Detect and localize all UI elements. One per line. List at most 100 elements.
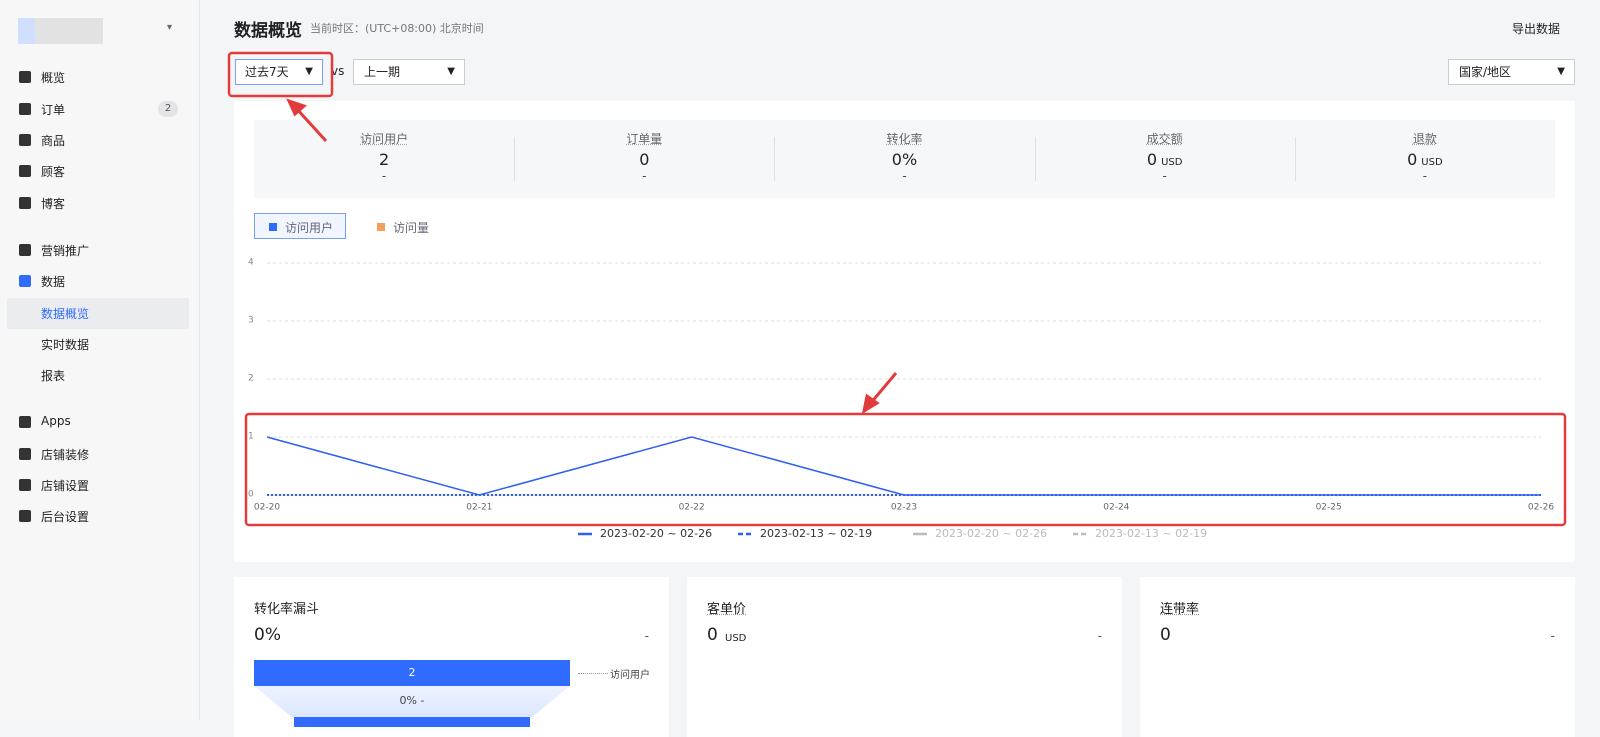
store-logo[interactable]	[18, 18, 103, 44]
metric-divider	[1294, 137, 1296, 181]
menu-item[interactable]: 报表	[41, 369, 66, 383]
metric-name: 成交额	[1146, 132, 1183, 146]
menu-icon	[19, 197, 31, 209]
compare-text: 上一期	[364, 65, 401, 79]
menu-active-bg	[7, 298, 189, 329]
metric: 访问用户 2-	[254, 120, 514, 183]
funnel-rate: 0% -	[399, 694, 425, 707]
metric-number: 2	[379, 150, 390, 169]
tab-label: 访问量	[393, 221, 430, 235]
page: ▾ 概览订单 2 商品顾客博客营销推广数据数据概览实时数据报表 Apps 店铺装修店铺设…	[7, 0, 1575, 737]
menu-icon	[19, 510, 31, 522]
region-select[interactable]: 国家/地区 ▼	[1448, 59, 1575, 85]
legend-label: 2023-02-20 ~ 02-26	[935, 527, 1047, 540]
metric-value: 2	[254, 150, 514, 169]
funnel-connector	[578, 673, 608, 674]
metric-name: 转化率	[886, 132, 923, 146]
metric-change: -	[902, 169, 907, 183]
trend-chart: 0 1 2 3 4 02-20 02-21 02-22 02-23 02-24 02-25 02-26…	[248, 258, 1554, 541]
menu-item[interactable]: 数据	[41, 275, 66, 289]
compare-select[interactable]: 上一期 ▼	[353, 59, 465, 85]
metric-value: 0	[514, 150, 774, 169]
chart-tab[interactable]: 访问用户	[254, 213, 346, 239]
menu-item[interactable]: 营销推广	[41, 244, 90, 258]
card-value: 0	[707, 625, 718, 645]
menu-item[interactable]: 订单	[41, 103, 66, 117]
x-tick-label: 02-24	[1103, 503, 1129, 513]
metric-change: -	[1422, 169, 1428, 183]
metric: 成交额 0 USD -	[1035, 120, 1295, 183]
x-tick-label: 02-26	[1528, 503, 1554, 513]
series-line	[266, 436, 1541, 496]
metric-name: 退款	[1412, 132, 1437, 146]
menu-badge: 2	[158, 101, 178, 117]
card-value: 0	[1160, 625, 1171, 645]
metric-change: -	[1162, 169, 1167, 183]
metric-divider	[774, 137, 776, 181]
y-tick-label: 1	[248, 432, 254, 442]
menu-icon	[19, 479, 31, 491]
card-change: -	[1550, 629, 1555, 643]
chart-tab[interactable]: 访问量	[362, 213, 454, 239]
menu-item[interactable]: 店铺设置	[41, 479, 90, 493]
menu-item[interactable]: 数据概览	[41, 307, 90, 321]
menu-item[interactable]: 后台设置	[41, 510, 90, 524]
legend-label: 2023-02-13 ~ 02-19	[1095, 527, 1207, 540]
menu-item[interactable]: 店铺装修	[41, 448, 90, 462]
metric-card: 连带率 0 -	[1140, 577, 1575, 737]
metrics-bar: 访问用户 2- 订单量 0- 转化率 0% - 成交额 0 USD - 退款 0 USD -	[254, 120, 1555, 198]
metric-divider	[514, 137, 516, 181]
funnel-label: 访问用户	[610, 670, 650, 681]
card-unit: USD	[725, 633, 747, 644]
metric-name: 订单量	[626, 132, 663, 146]
metric-value: 0 USD	[1035, 150, 1295, 169]
tab-swatch	[269, 223, 277, 231]
tab-swatch	[377, 223, 385, 231]
menu-item[interactable]: 概览	[41, 71, 66, 85]
period-text: 过去7天	[245, 65, 289, 79]
metric-card: 客单价 0 USD -	[687, 577, 1122, 737]
x-tick-label: 02-22	[679, 503, 705, 513]
legend-label: 2023-02-13 ~ 02-19	[760, 527, 872, 540]
menu-icon	[19, 134, 31, 146]
metric-number: 0%	[891, 150, 918, 169]
region-text: 国家/地区	[1459, 65, 1512, 79]
menu-item[interactable]: Apps	[41, 414, 71, 428]
menu-icon	[19, 103, 31, 115]
metric-card: 转化率漏斗 0% - 2 访问用户 0% -	[234, 577, 669, 737]
y-tick-label: 0	[248, 490, 254, 500]
store-caret[interactable]: ▾	[167, 22, 173, 33]
card-change: -	[644, 629, 649, 643]
menu-item[interactable]: 商品	[41, 134, 66, 148]
funnel-bar: 2	[254, 660, 570, 686]
menu-icon	[19, 71, 31, 83]
funnel-trapezoid	[254, 686, 570, 717]
x-tick-label: 02-21	[466, 503, 492, 513]
menu-icon	[19, 244, 31, 256]
x-tick-label: 02-20	[254, 503, 280, 513]
timezone: 当前时区：(UTC+08:00) 北京时间	[310, 22, 484, 35]
menu-icon	[19, 448, 31, 460]
card-title: 连带率	[1160, 602, 1200, 617]
x-tick-label: 02-23	[891, 503, 917, 513]
export-button[interactable]: 导出数据	[1512, 22, 1561, 36]
metric: 转化率 0% -	[774, 120, 1034, 183]
metric-number: 0	[1146, 150, 1158, 169]
card-title: 客单价	[707, 602, 747, 617]
menu-item[interactable]: 博客	[41, 197, 66, 211]
metric-unit: USD	[1421, 157, 1443, 168]
metric-number: 0	[639, 150, 650, 169]
menu-item[interactable]: 实时数据	[41, 338, 90, 352]
metric-change: -	[381, 169, 387, 183]
tab-label: 访问用户	[285, 221, 334, 235]
metric: 退款 0 USD -	[1295, 120, 1555, 183]
metric-divider	[1034, 137, 1036, 181]
period-select[interactable]: 过去7天 ▼	[235, 59, 323, 85]
metric: 订单量 0-	[514, 120, 774, 183]
menu-item[interactable]: 顾客	[41, 165, 66, 179]
y-tick-label: 3	[248, 316, 254, 326]
x-tick-label: 02-25	[1316, 503, 1342, 513]
metric-change: -	[642, 169, 647, 183]
legend-label: 2023-02-20 ~ 02-26	[600, 527, 712, 540]
metric-value: 0%	[774, 150, 1034, 169]
